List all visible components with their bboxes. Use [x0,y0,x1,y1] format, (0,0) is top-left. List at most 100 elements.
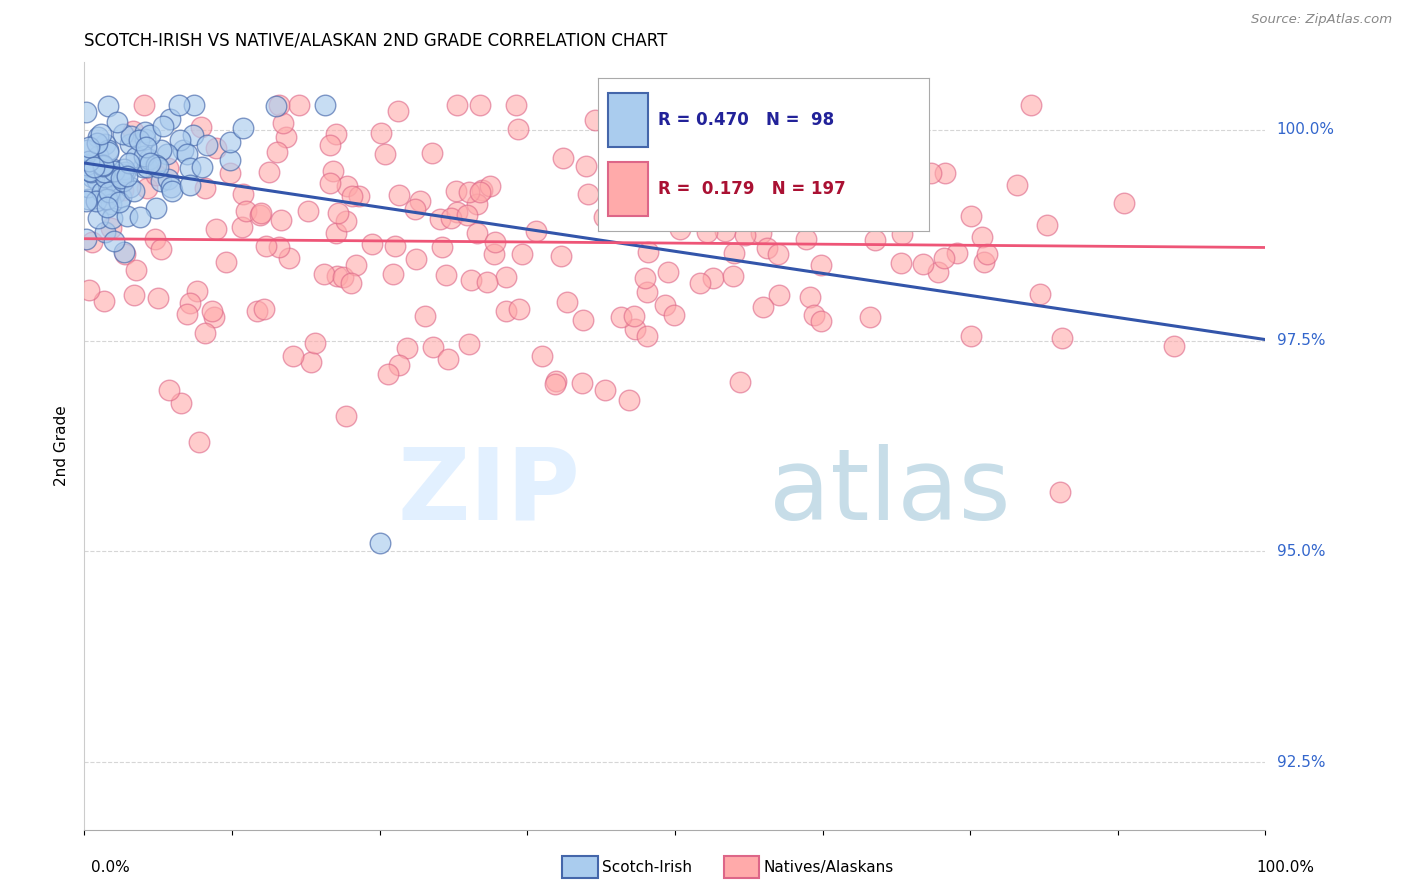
Point [84,194,107,208]
Point [797,126,820,140]
Point [524,224,547,238]
Point [544,377,567,392]
Point [93,294,115,309]
Point [689,276,711,290]
Point [728,375,751,389]
Text: SCOTCH-IRISH VS NATIVE/ALASKAN 2ND GRADE CORRELATION CHART: SCOTCH-IRISH VS NATIVE/ALASKAN 2ND GRADE… [84,32,668,50]
Point [468,186,491,200]
Point [388,358,411,372]
Point [446,205,468,219]
Point [505,97,527,112]
Point [118,137,141,152]
Point [79,284,101,298]
Point [752,300,775,314]
Point [254,238,277,252]
Point [86,172,108,186]
Point [326,205,349,219]
Point [183,97,205,112]
Point [755,163,778,178]
Point [122,287,145,301]
Point [960,328,983,343]
Point [325,268,347,283]
Point [702,271,724,285]
Point [193,180,215,194]
Point [124,150,146,164]
Point [413,309,436,323]
Point [101,162,124,177]
Point [149,242,172,256]
Point [322,164,344,178]
Point [100,221,122,235]
Point [114,162,136,177]
Point [471,183,494,197]
Point [218,135,240,149]
Point [267,97,290,112]
Point [138,153,160,167]
Point [91,157,114,171]
Point [98,186,121,201]
Point [432,239,454,253]
Point [460,272,482,286]
Point [593,383,616,397]
Point [387,103,409,118]
Point [932,251,955,265]
Point [94,136,117,151]
Point [456,208,478,222]
Point [103,164,125,178]
Point [384,239,406,253]
Point [610,310,633,325]
Point [458,337,481,351]
Point [156,147,179,161]
Point [920,166,942,180]
Point [75,156,97,170]
Point [934,166,956,180]
Point [176,147,198,161]
Point [108,194,131,209]
Point [555,294,578,309]
Point [271,115,294,129]
Point [96,200,118,214]
Point [80,235,103,249]
Point [550,249,572,263]
Point [973,255,995,269]
Point [157,383,180,397]
Point [304,335,326,350]
Point [484,235,506,249]
Point [332,270,354,285]
Point [201,303,224,318]
Point [636,329,658,343]
Point [245,303,267,318]
Point [429,212,451,227]
Point [169,396,191,410]
Point [105,115,128,129]
Point [110,190,132,204]
Point [495,304,517,318]
Point [128,210,150,224]
Point [623,309,645,323]
Point [288,97,311,112]
Point [183,128,205,142]
Point [652,211,675,226]
Point [794,232,817,246]
Point [634,271,657,285]
Point [77,139,100,153]
Point [96,192,118,206]
Point [446,185,468,199]
Point [314,267,336,281]
Point [136,160,159,174]
Point [799,290,821,304]
Point [866,117,889,131]
Point [575,159,598,173]
Point [87,211,110,225]
Point [420,146,443,161]
Point [80,170,103,185]
Point [79,164,101,178]
Point [572,313,595,327]
Y-axis label: 2nd Grade: 2nd Grade [53,406,69,486]
Point [661,213,683,227]
Point [179,161,201,175]
Point [713,187,735,202]
Point [409,194,432,209]
Point [465,227,488,241]
Point [478,179,501,194]
